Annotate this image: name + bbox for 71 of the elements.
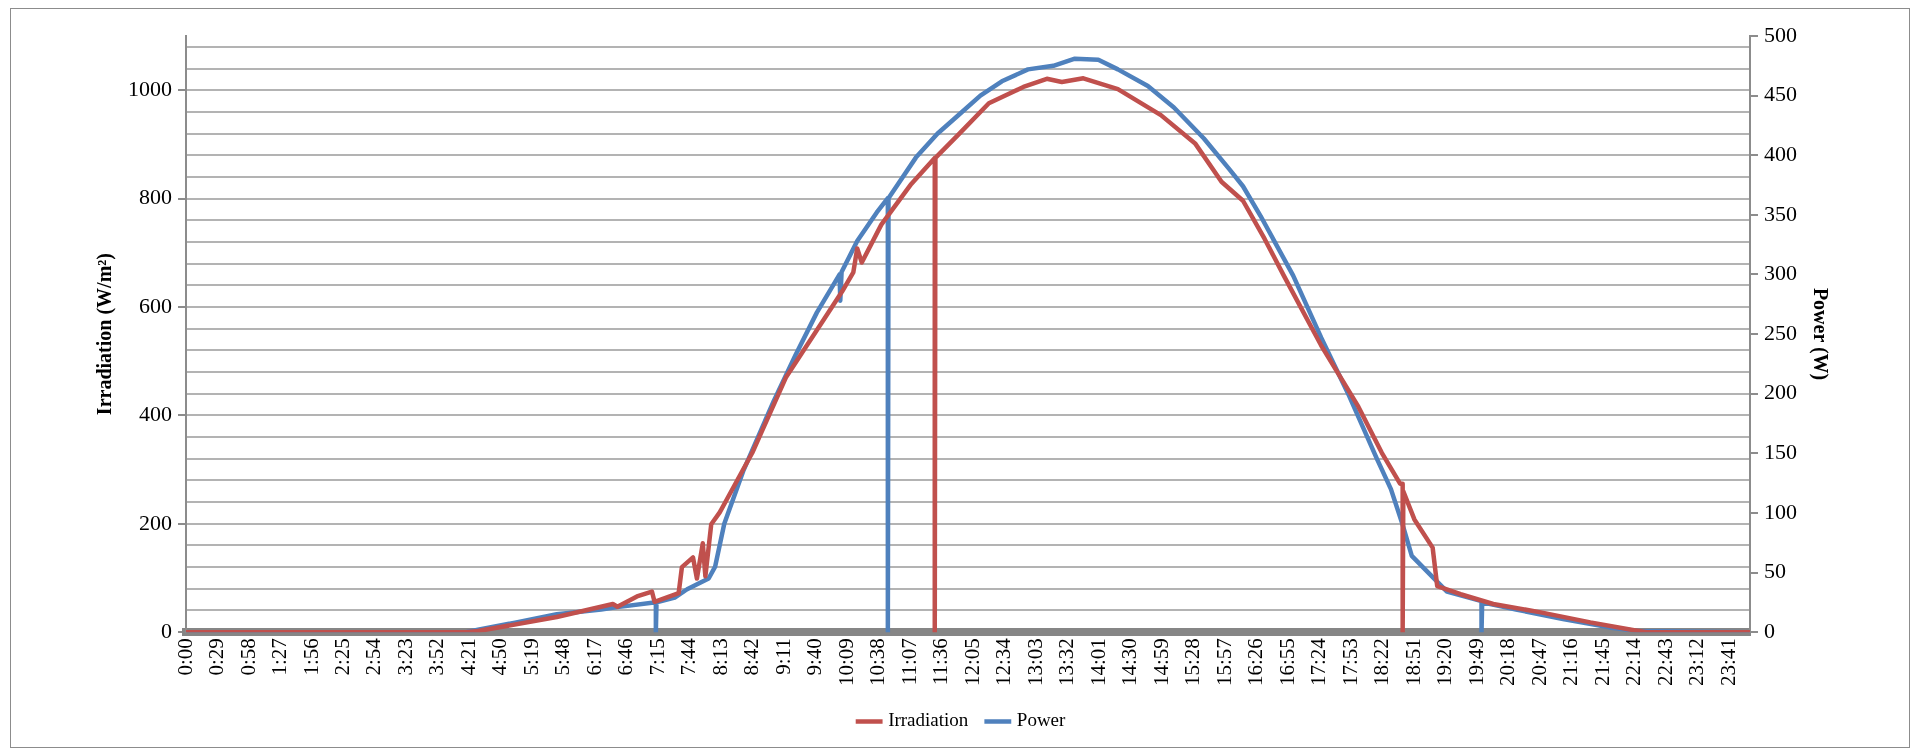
y2-tick-label: 250 <box>1764 319 1797 345</box>
x-tick-label: 23:12 <box>1684 638 1709 687</box>
x-tick-label: 12:05 <box>959 638 984 687</box>
y2-tick-label: 500 <box>1764 21 1797 47</box>
y2-tick-label: 150 <box>1764 439 1797 465</box>
x-tick-label: 7:15 <box>644 638 669 676</box>
y2-tick-label: 100 <box>1764 498 1797 524</box>
x-tick-label: 3:23 <box>392 638 417 676</box>
x-tick-label: 19:20 <box>1432 638 1457 687</box>
y-tick-label: 0 <box>161 617 172 643</box>
x-tick-label: 21:16 <box>1558 638 1583 687</box>
y2-axis-title: Power (W) <box>1808 287 1832 381</box>
x-tick-label: 19:49 <box>1463 638 1488 687</box>
x-tick-label: 4:21 <box>455 638 480 676</box>
x-tick-label: 1:56 <box>298 638 323 676</box>
x-tick-label: 15:28 <box>1180 638 1205 687</box>
y2-tick-label: 350 <box>1764 200 1797 226</box>
legend-label: Irradiation <box>888 709 969 731</box>
y2-tick-label: 50 <box>1764 558 1786 584</box>
y-tick-label: 800 <box>139 184 172 210</box>
x-tick-label: 21:45 <box>1589 638 1614 687</box>
y2-tick-label: 400 <box>1764 141 1797 167</box>
x-tick-label: 6:17 <box>581 638 606 676</box>
x-tick-label: 16:26 <box>1243 638 1268 687</box>
y-tick-label: 400 <box>139 401 172 427</box>
y-tick-label: 1000 <box>128 75 172 101</box>
legend-label: Power <box>1016 709 1067 731</box>
x-tick-label: 9:11 <box>770 638 795 675</box>
y-axis-title: Irradiation (W/m²) <box>93 253 117 416</box>
x-tick-label: 2:25 <box>330 638 354 676</box>
y2-tick-label: 0 <box>1764 617 1775 643</box>
y-tick-label: 200 <box>139 509 172 535</box>
y-tick-label: 600 <box>139 292 172 318</box>
x-tick-label: 22:43 <box>1652 638 1677 687</box>
x-tick-label: 5:48 <box>550 638 575 676</box>
x-tick-label: 14:30 <box>1117 638 1142 687</box>
x-tick-label: 0:58 <box>235 638 260 676</box>
x-tick-label: 16:55 <box>1274 638 1299 687</box>
x-tick-label: 18:22 <box>1369 638 1394 687</box>
x-tick-label: 0:29 <box>204 638 229 676</box>
y2-tick-label: 300 <box>1764 260 1797 286</box>
x-tick-label: 1:27 <box>267 638 292 676</box>
x-tick-label: 20:18 <box>1495 638 1520 687</box>
y2-tick-label: 200 <box>1764 379 1797 405</box>
x-tick-label: 10:38 <box>865 638 890 687</box>
x-tick-label: 7:44 <box>676 637 701 676</box>
x-tick-label: 3:52 <box>424 638 449 676</box>
x-tick-label: 6:46 <box>613 638 638 676</box>
x-tick-label: 2:54 <box>361 637 386 676</box>
x-tick-label: 4:50 <box>487 638 512 676</box>
x-tick-label: 10:09 <box>833 638 858 687</box>
x-tick-label: 9:40 <box>802 638 827 676</box>
x-tick-label: 18:51 <box>1400 638 1425 687</box>
x-tick-label: 5:19 <box>518 638 543 676</box>
x-tick-label: 8:13 <box>707 638 732 676</box>
x-tick-label: 0:00 <box>172 638 197 676</box>
x-tick-label: 12:34 <box>991 637 1016 687</box>
x-tick-label: 13:03 <box>1022 638 1047 687</box>
x-tick-label: 15:57 <box>1211 638 1236 687</box>
x-tick-label: 11:07 <box>896 638 921 686</box>
x-tick-label: 8:42 <box>739 638 764 676</box>
x-tick-label: 17:53 <box>1337 638 1362 687</box>
x-tick-label: 13:32 <box>1054 638 1079 687</box>
x-tick-label: 23:41 <box>1715 638 1740 687</box>
y2-tick-label: 450 <box>1764 81 1797 107</box>
x-tick-label: 22:14 <box>1621 637 1646 687</box>
x-tick-label: 11:36 <box>928 638 953 686</box>
x-tick-label: 14:01 <box>1085 638 1110 687</box>
x-tick-label: 14:59 <box>1148 638 1173 687</box>
x-tick-label: 17:24 <box>1306 637 1331 687</box>
x-tick-label: 20:47 <box>1526 638 1551 687</box>
